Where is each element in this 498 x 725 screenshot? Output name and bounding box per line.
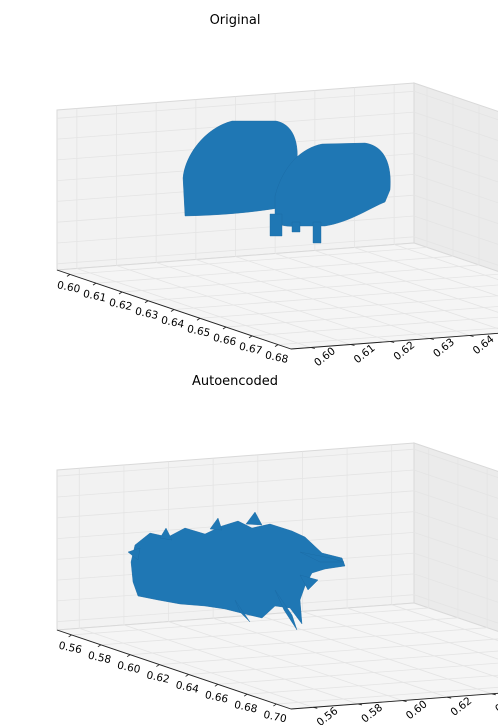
- x-tick: [248, 335, 253, 339]
- z-gridline: [56, 236, 498, 266]
- x-tick-label: 0.63: [134, 305, 159, 322]
- back-pane: [413, 442, 498, 632]
- z-gridline: [56, 111, 498, 141]
- y-tick-label: 0.63: [431, 336, 457, 360]
- x-tick-label: 0.58: [87, 650, 112, 667]
- z-gridline: [56, 215, 498, 245]
- y-gridline: [302, 611, 498, 678]
- y-gridline: [346, 607, 498, 660]
- x-tick-label: 0.62: [108, 297, 133, 314]
- x-tick: [273, 703, 277, 707]
- y-tick-label: 0.61: [352, 342, 378, 366]
- x-tick: [222, 326, 227, 330]
- x-tick-label: 0.66: [204, 689, 230, 706]
- x-tick: [274, 344, 279, 347]
- x-tick: [144, 300, 149, 304]
- x-gridline: [71, 607, 429, 636]
- x-tick-label: 0.68: [264, 349, 289, 366]
- y-tick-label: 0.64: [471, 333, 497, 357]
- y-gridline: [116, 265, 351, 345]
- y-tick-label: 0.62: [448, 695, 474, 719]
- x-tick: [170, 309, 175, 312]
- x-tick-label: 0.60: [56, 279, 81, 296]
- x-tick-label: 0.60: [116, 659, 141, 676]
- z-gridline: [56, 132, 498, 162]
- x-tick: [196, 317, 201, 321]
- y-tick-label: 0.62: [391, 339, 417, 363]
- chart-original: Original 0.600.610.620.630.640.650.660.6…: [56, 13, 498, 369]
- y-gridline: [275, 253, 498, 330]
- y-tick-label: 0.64: [493, 691, 498, 715]
- y-gridline: [257, 614, 492, 695]
- x-gridline: [159, 638, 498, 665]
- x-tick: [126, 654, 131, 658]
- y-gridline: [76, 268, 311, 348]
- y-gridline: [168, 621, 403, 701]
- z-gridline: [56, 194, 498, 224]
- y-gridline: [314, 250, 498, 313]
- z-gridline: [56, 173, 498, 204]
- x-gridline: [217, 662, 498, 685]
- chart-autoencoded: Autoencoded 0.560.580.600.620.640.660.68…: [56, 374, 498, 725]
- x-tick: [185, 674, 189, 677]
- y-gridline: [354, 247, 498, 297]
- x-tick: [92, 282, 97, 286]
- x-tick: [156, 664, 160, 667]
- y-gridline: [156, 262, 391, 342]
- x-tick-label: 0.62: [145, 669, 170, 686]
- z-gridline: [56, 153, 498, 183]
- x-tick-label: 0.65: [186, 323, 211, 340]
- y-axis-line: [290, 692, 498, 710]
- y-gridline: [79, 627, 314, 708]
- y-gridline: [195, 259, 430, 339]
- z-gridline: [56, 469, 498, 499]
- x-tick: [243, 693, 248, 697]
- y-gridline: [213, 617, 448, 698]
- y-tick-label: 0.58: [359, 702, 385, 725]
- chart-title: Autoencoded: [192, 374, 278, 389]
- y-tick-label: 0.60: [312, 345, 338, 369]
- y-gridline: [123, 624, 359, 705]
- x-tick-label: 0.64: [160, 314, 186, 331]
- y-tick-label: 0.60: [404, 698, 430, 722]
- surface-mesh: [127, 511, 346, 631]
- x-tick-label: 0.67: [238, 341, 263, 358]
- x-tick: [118, 291, 123, 295]
- x-gridline: [247, 674, 498, 695]
- x-gridline: [276, 686, 498, 705]
- surface-mesh: [182, 120, 391, 244]
- x-tick-label: 0.61: [82, 288, 107, 305]
- x-tick-label: 0.56: [58, 640, 84, 657]
- z-gridline: [56, 594, 498, 624]
- x-tick-label: 0.64: [175, 679, 201, 696]
- z-gridline: [56, 448, 498, 478]
- x-tick-label: 0.68: [233, 699, 258, 716]
- chart-title: Original: [210, 13, 261, 28]
- x-axis-line: [56, 629, 292, 710]
- x-tick: [68, 634, 72, 638]
- y-gridline: [394, 244, 498, 280]
- x-gridline: [100, 617, 458, 646]
- x-tick: [214, 683, 219, 687]
- x-gridline: [130, 627, 488, 656]
- z-gridline: [56, 490, 498, 520]
- y-axis-line: [290, 332, 498, 350]
- x-tick-label: 0.70: [262, 709, 287, 725]
- z-gridline: [56, 511, 498, 541]
- y-gridline: [235, 256, 470, 336]
- x-tick: [97, 644, 102, 648]
- back-pane: [413, 82, 498, 272]
- y-gridline: [391, 604, 498, 642]
- x-tick: [66, 274, 71, 277]
- x-axis-line: [56, 269, 292, 350]
- z-gridline: [56, 90, 498, 121]
- y-tick-label: 0.56: [315, 705, 341, 725]
- x-gridline: [188, 650, 498, 675]
- x-tick-label: 0.66: [212, 332, 238, 349]
